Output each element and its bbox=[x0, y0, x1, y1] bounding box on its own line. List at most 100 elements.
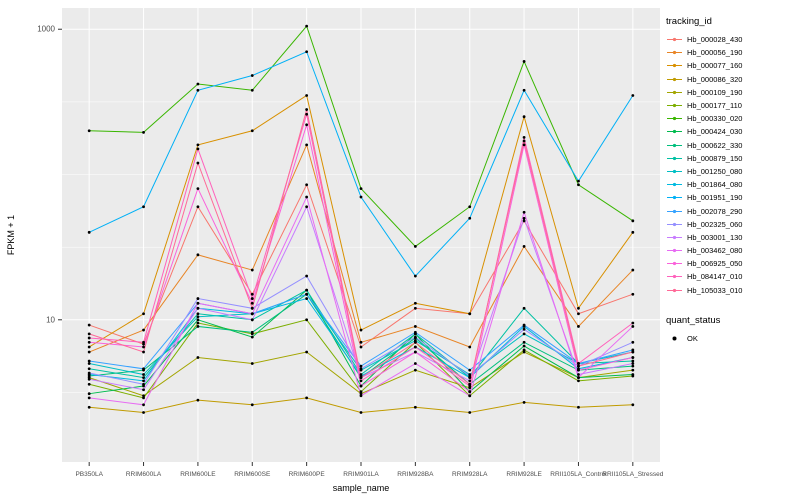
data-point bbox=[142, 345, 145, 349]
data-point bbox=[359, 195, 363, 199]
data-point bbox=[196, 318, 200, 322]
data-point bbox=[142, 367, 145, 371]
data-point bbox=[631, 340, 635, 344]
legend-entry: Hb_003462_080 bbox=[666, 244, 800, 257]
data-point bbox=[522, 139, 526, 143]
data-point bbox=[142, 376, 145, 380]
data-point bbox=[196, 205, 200, 209]
data-point bbox=[196, 143, 200, 147]
data-point bbox=[196, 325, 200, 328]
data-point bbox=[413, 274, 417, 278]
data-point bbox=[522, 327, 526, 331]
data-point bbox=[142, 403, 145, 407]
legend-label: Hb_006925_050 bbox=[687, 259, 743, 269]
x-tick-label: RRIM928LA bbox=[452, 471, 488, 478]
data-point bbox=[196, 161, 200, 165]
data-point bbox=[196, 321, 200, 325]
legend-key-icon bbox=[667, 169, 682, 174]
data-point bbox=[87, 396, 91, 400]
data-point bbox=[577, 368, 580, 372]
legend-section-shape: quant_status OK bbox=[666, 315, 800, 345]
data-point bbox=[468, 205, 472, 209]
data-point bbox=[522, 306, 526, 310]
legend-entry: Hb_002078_290 bbox=[666, 204, 800, 217]
data-point bbox=[413, 325, 417, 328]
legend-label: Hb_084147_010 bbox=[687, 272, 743, 282]
data-point bbox=[359, 384, 363, 388]
data-point bbox=[142, 379, 145, 383]
data-point bbox=[577, 312, 580, 316]
data-point bbox=[142, 350, 145, 354]
data-point bbox=[87, 382, 91, 386]
data-point bbox=[413, 306, 417, 310]
data-point bbox=[413, 405, 417, 409]
legend-entry: Hb_003001_130 bbox=[666, 231, 800, 244]
data-point bbox=[413, 245, 417, 248]
data-point bbox=[87, 367, 91, 371]
data-point bbox=[250, 318, 254, 322]
data-point bbox=[196, 187, 200, 190]
data-point bbox=[413, 345, 417, 349]
legend: tracking_id Hb_000028_430 Hb_000056_190 Hb… bbox=[666, 16, 800, 345]
data-point bbox=[87, 340, 91, 344]
data-point bbox=[577, 373, 580, 376]
data-point bbox=[305, 288, 309, 292]
point-key-icon bbox=[672, 336, 677, 341]
x-tick-label: RRIM600LE bbox=[180, 471, 216, 478]
legend-entry: Hb_001864_080 bbox=[666, 178, 800, 191]
y-tick-label: 1000 bbox=[37, 25, 55, 34]
data-point bbox=[359, 411, 363, 414]
data-point bbox=[522, 332, 526, 336]
data-point bbox=[359, 379, 363, 383]
data-point bbox=[142, 205, 145, 209]
legend-section-color: tracking_id Hb_000028_430 Hb_000056_190 Hb… bbox=[666, 16, 800, 297]
data-point bbox=[305, 183, 309, 187]
data-point bbox=[250, 292, 254, 296]
legend-key-icon bbox=[667, 90, 682, 94]
axis-ticks bbox=[58, 28, 634, 466]
series-points bbox=[87, 24, 635, 414]
legend-key-icon bbox=[667, 275, 682, 279]
data-point bbox=[468, 379, 472, 383]
data-point bbox=[196, 306, 200, 310]
legend-label: Hb_000330_020 bbox=[687, 114, 743, 124]
data-point bbox=[196, 315, 200, 319]
legend-entry: Hb_006925_050 bbox=[666, 257, 800, 270]
data-point bbox=[522, 216, 526, 220]
data-point bbox=[359, 328, 363, 332]
legend-label: Hb_001250_080 bbox=[687, 166, 743, 176]
data-point bbox=[250, 301, 254, 305]
x-tick-label: RRIM928BA bbox=[397, 471, 434, 478]
x-tick-label: PB350LA bbox=[75, 471, 103, 478]
data-point bbox=[522, 219, 526, 223]
data-point bbox=[142, 394, 145, 398]
data-point bbox=[577, 364, 580, 368]
legend-entry: Hb_000028_430 bbox=[666, 33, 800, 46]
data-point bbox=[522, 136, 526, 139]
data-point bbox=[87, 359, 91, 363]
legend-label: Hb_000028_430 bbox=[687, 35, 743, 45]
data-point bbox=[359, 390, 363, 394]
data-point bbox=[142, 312, 145, 316]
data-point bbox=[413, 368, 417, 372]
data-point bbox=[87, 230, 91, 234]
legend-entry: Hb_000330_020 bbox=[666, 112, 800, 125]
data-point bbox=[87, 362, 91, 365]
x-tick-label: RRIM901LA bbox=[343, 471, 379, 478]
legend-label: Hb_105033_010 bbox=[687, 285, 743, 295]
legend-label: Hb_000879_150 bbox=[687, 153, 743, 163]
legend-entry: Hb_105033_010 bbox=[666, 284, 800, 297]
data-point bbox=[413, 335, 417, 339]
legend-key-icon bbox=[667, 235, 682, 240]
data-point bbox=[250, 268, 254, 272]
legend-entry: Hb_001250_080 bbox=[666, 165, 800, 178]
legend-label: Hb_000086_320 bbox=[687, 74, 743, 84]
data-point bbox=[305, 143, 309, 147]
data-point bbox=[577, 325, 580, 328]
data-point bbox=[577, 179, 580, 183]
data-point bbox=[250, 306, 254, 310]
data-point bbox=[522, 344, 526, 348]
data-point bbox=[522, 143, 526, 147]
legend-key-icon bbox=[667, 51, 682, 55]
data-point bbox=[413, 340, 417, 344]
